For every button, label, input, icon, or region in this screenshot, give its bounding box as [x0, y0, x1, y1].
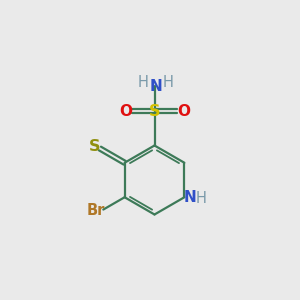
Text: H: H: [138, 75, 148, 90]
Text: N: N: [150, 79, 162, 94]
Text: H: H: [162, 75, 173, 90]
Text: H: H: [195, 191, 206, 206]
Text: O: O: [119, 103, 132, 118]
Text: S: S: [89, 139, 100, 154]
Text: S: S: [149, 103, 160, 118]
Text: N: N: [183, 190, 196, 205]
Text: Br: Br: [87, 203, 105, 218]
Text: O: O: [177, 103, 190, 118]
